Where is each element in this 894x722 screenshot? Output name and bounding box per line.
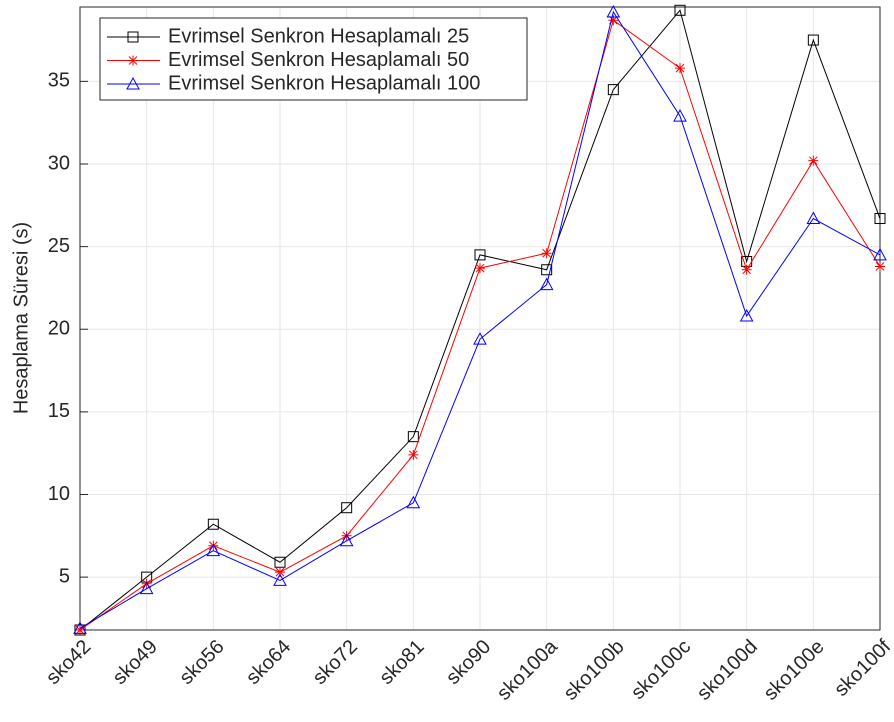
y-tick-label: 30 [48, 152, 70, 174]
marker [126, 76, 140, 90]
x-tick-label: sko81 [375, 636, 428, 689]
marker [406, 495, 421, 509]
marker [275, 567, 285, 578]
marker [207, 518, 219, 530]
marker [474, 249, 486, 261]
plot-frame [79, 6, 881, 631]
marker [206, 543, 221, 557]
marker [127, 31, 139, 43]
y-tick-label: 20 [48, 318, 70, 340]
marker [606, 4, 621, 18]
x-tick-label: sko100a [493, 635, 563, 705]
marker [608, 15, 619, 26]
marker [739, 308, 754, 322]
marker [807, 34, 819, 46]
marker [873, 247, 887, 261]
x-tick-label: sko49 [109, 636, 162, 689]
legend-box [99, 17, 528, 101]
marker [273, 573, 287, 586]
y-tick-label: 15 [48, 400, 70, 422]
marker [339, 533, 354, 547]
marker [741, 264, 752, 275]
marker [73, 621, 87, 634]
legend: Evrimsel Senkron Hesaplamalı 25Evrimsel … [99, 17, 528, 101]
marker [808, 155, 819, 166]
x-tick-label: sko100d [693, 636, 762, 705]
series-line [79, 9, 881, 631]
marker [539, 277, 554, 291]
marker [675, 63, 685, 74]
marker [341, 502, 353, 514]
y-axis-label: Hesaplama Süresi (s) [10, 222, 32, 414]
marker [607, 84, 619, 96]
x-tick-label: sko42 [42, 636, 95, 689]
x-tick-label: sko64 [242, 636, 295, 689]
x-tick-label: sko100f [830, 635, 894, 700]
marker [475, 263, 485, 274]
x-tick-label: sko100c [627, 636, 695, 704]
marker [408, 449, 419, 460]
marker [407, 431, 419, 443]
marker [875, 261, 885, 272]
marker [673, 109, 687, 122]
y-tick-label: 35 [48, 70, 70, 92]
marker [541, 248, 552, 259]
x-tick-label: sko100e [760, 636, 829, 705]
y-tick-label: 25 [48, 235, 70, 257]
marker [674, 4, 686, 16]
legend-label: Evrimsel Senkron Hesaplamalı 25 [168, 25, 469, 47]
marker [75, 625, 85, 635]
x-tick-label: sko72 [309, 636, 362, 689]
marker [806, 211, 821, 225]
y-tick-label: 10 [48, 483, 70, 505]
marker [541, 264, 553, 276]
marker [139, 581, 154, 595]
series-line [79, 10, 881, 629]
x-tick-label: sko56 [175, 636, 228, 689]
marker [128, 55, 138, 66]
x-tick-label: sko100b [560, 636, 629, 705]
x-tick-label: sko90 [442, 636, 495, 689]
marker [874, 213, 886, 225]
legend-label: Evrimsel Senkron Hesaplamalı 50 [168, 49, 469, 71]
legend-label: Evrimsel Senkron Hesaplamalı 100 [168, 72, 480, 94]
marker [473, 332, 487, 345]
y-tick-label: 5 [59, 565, 70, 587]
